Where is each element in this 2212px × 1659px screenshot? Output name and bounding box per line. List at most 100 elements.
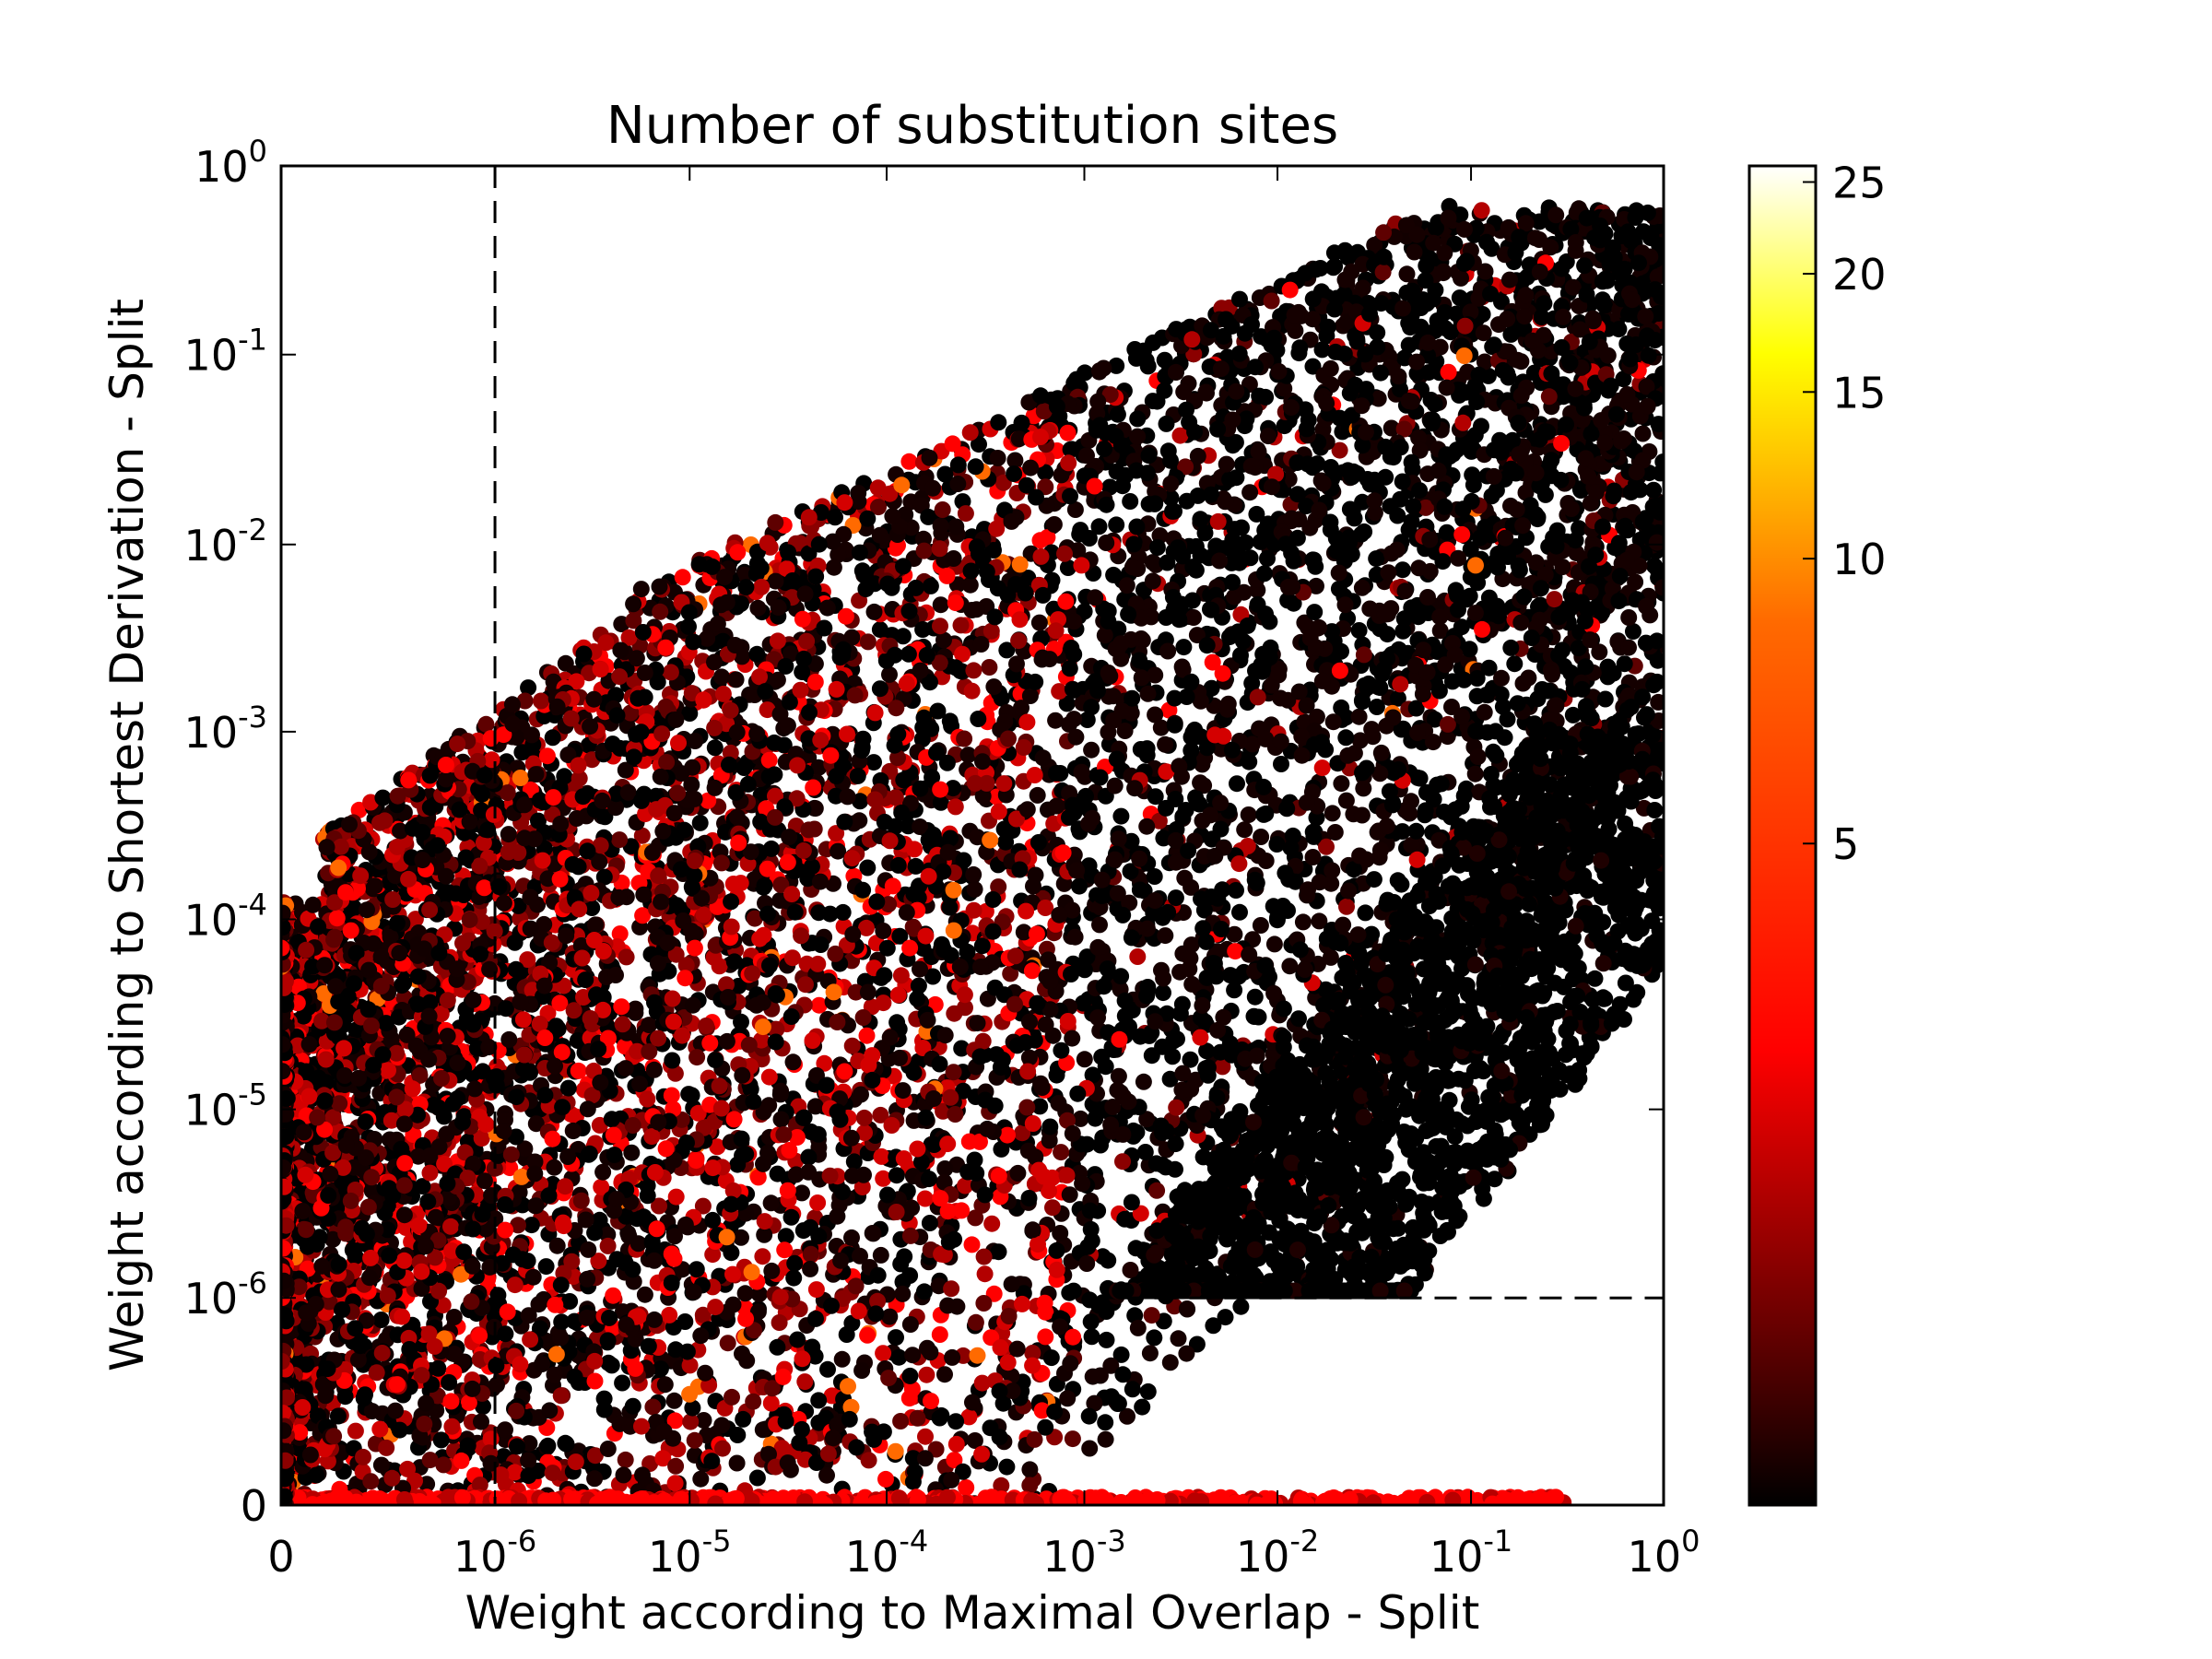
scatter-point <box>1157 735 1174 753</box>
scatter-point <box>818 599 836 617</box>
scatter-point <box>816 619 833 637</box>
scatter-point <box>1350 622 1368 639</box>
scatter-point <box>993 1477 1010 1494</box>
scatter-point <box>1364 728 1382 746</box>
scatter-point <box>1257 853 1275 869</box>
scatter-point <box>779 1182 796 1199</box>
scatter-point <box>781 1142 798 1159</box>
scatter-point <box>998 1458 1016 1476</box>
scatter-point <box>858 1027 876 1044</box>
scatter-point <box>942 830 959 847</box>
scatter-point <box>754 1248 771 1265</box>
scatter-point <box>1350 708 1368 725</box>
scatter-point <box>777 1228 794 1245</box>
scatter-point <box>1141 1345 1159 1362</box>
scatter-point <box>1031 1098 1049 1115</box>
scatter-point <box>674 569 691 586</box>
scatter-point <box>1368 550 1385 568</box>
scatter-point <box>998 641 1016 659</box>
scatter-point <box>812 936 830 953</box>
scatter-point <box>1144 554 1161 571</box>
scatter-point <box>1148 539 1166 556</box>
scatter-point <box>1139 1382 1157 1400</box>
scatter-point <box>1061 1186 1078 1204</box>
scatter-point <box>713 1417 731 1434</box>
scatter-point <box>836 494 853 512</box>
scatter-point <box>1129 948 1147 965</box>
scatter-point <box>979 1120 996 1137</box>
scatter-point <box>892 1413 910 1430</box>
scatter-point <box>667 1457 685 1475</box>
scatter-point <box>990 1243 1007 1261</box>
scatter-point <box>875 1170 892 1187</box>
scatter-point <box>595 1401 613 1418</box>
scatter-point <box>1466 765 1484 782</box>
scatter-point <box>881 665 898 683</box>
scatter-point <box>892 967 910 984</box>
scatter-point <box>748 1469 766 1487</box>
scatter-point <box>1494 698 1512 715</box>
scatter-point <box>714 1440 731 1457</box>
scatter-point <box>833 1350 851 1368</box>
scatter-point <box>981 659 998 676</box>
chart-title: Number of substitution sites <box>606 96 1338 156</box>
scatter-point <box>786 1254 804 1272</box>
scatter-point <box>471 1327 488 1345</box>
scatter-point <box>816 1054 833 1072</box>
scatter-point <box>1253 829 1270 845</box>
scatter-point <box>1084 1368 1101 1385</box>
scatter-point <box>1596 690 1614 708</box>
scatter-point <box>924 968 942 985</box>
scatter-point <box>1330 580 1347 597</box>
scatter-point <box>1132 741 1149 758</box>
scatter-point <box>762 1394 780 1412</box>
scatter-point <box>946 1452 963 1469</box>
scatter-point <box>1259 550 1276 567</box>
scatter-point <box>1013 700 1030 717</box>
scatter-point <box>1499 711 1516 728</box>
scatter-point <box>730 977 747 994</box>
scatter-point <box>900 453 918 470</box>
scatter-point <box>632 581 650 598</box>
scatter-point <box>1476 703 1493 721</box>
scatter-point <box>1042 1349 1060 1367</box>
scatter-point <box>872 1246 889 1264</box>
scatter-point <box>698 1018 715 1034</box>
scatter-point <box>530 1296 547 1313</box>
scatter-point <box>1333 775 1350 793</box>
scatter-point <box>1532 596 1549 614</box>
scatter-point <box>1231 903 1248 921</box>
scatter-point <box>1126 1307 1144 1324</box>
scatter-point <box>1083 741 1100 759</box>
scatter-point <box>1246 988 1264 1006</box>
scatter-point <box>810 996 828 1014</box>
scatter-point <box>1143 1047 1160 1065</box>
scatter-point <box>859 633 877 651</box>
scatter-point <box>1485 467 1502 485</box>
scatter-point <box>1439 728 1456 746</box>
scatter-point <box>906 841 924 858</box>
scatter-point <box>694 1197 712 1215</box>
scatter-point <box>729 1427 747 1443</box>
scatter-point <box>477 715 495 733</box>
scatter-point <box>666 1412 684 1430</box>
scatter-point <box>809 1194 827 1211</box>
scatter-point <box>1189 447 1206 465</box>
scatter-point <box>1138 1111 1156 1128</box>
scatter-point <box>1116 723 1134 739</box>
scatter-point <box>704 1246 722 1264</box>
scatter-point <box>1091 916 1108 934</box>
scatter-point <box>692 1470 710 1488</box>
scatter-point <box>900 818 917 835</box>
scatter-point <box>1525 364 1543 382</box>
scatter-point <box>956 986 973 1004</box>
scatter-point <box>921 1215 938 1231</box>
scatter-point <box>830 842 847 860</box>
scatter-point <box>932 794 949 811</box>
scatter-point <box>1100 1252 1117 1269</box>
scatter-point <box>1236 821 1253 839</box>
scatter-point <box>1116 1210 1134 1228</box>
scatter-point <box>771 1314 788 1331</box>
scatter-point <box>1076 1051 1093 1068</box>
